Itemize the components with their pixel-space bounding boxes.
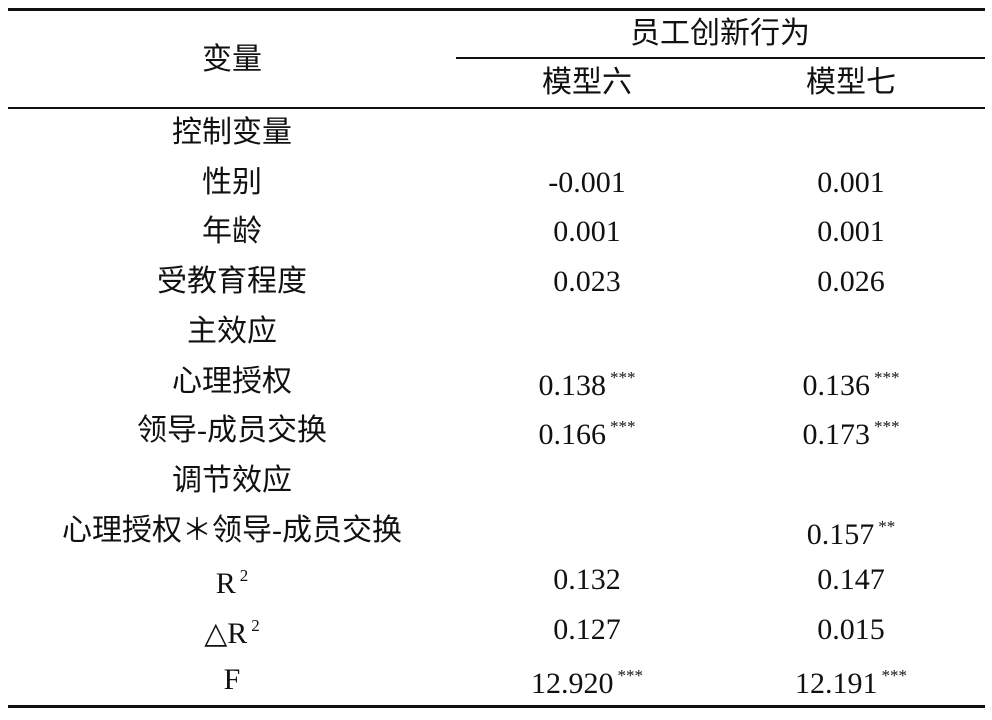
cell: 0.023 (553, 264, 621, 300)
cell: 0.147 (817, 562, 885, 598)
cell-value: 0.023 (553, 265, 621, 299)
row-label-text: F (223, 662, 241, 696)
cell: 0.138 *** (539, 360, 636, 404)
cell-value: 0.001 (817, 165, 885, 199)
cell: 12.191 *** (795, 658, 907, 702)
row-label: 调节效应 (172, 463, 292, 499)
cell-value: -0.001 (548, 165, 626, 199)
cell: 0.001 (817, 165, 885, 201)
row-label: 主效应 (187, 314, 277, 350)
cell: 0.132 (553, 562, 621, 598)
row-label-text: 受教育程度 (157, 265, 307, 299)
bottom-rule (8, 705, 985, 708)
header-variable: 变量 (202, 43, 262, 76)
cell-value: 0.127 (553, 613, 621, 646)
cell: 0.157 ** (807, 509, 896, 553)
header-group: 员工创新行为 (630, 17, 810, 50)
row-label-sup: 2 (251, 616, 260, 635)
significance: ** (878, 516, 896, 536)
row-label: 控制变量 (172, 115, 292, 151)
row-label: 心理授权 (172, 364, 292, 400)
cell: 12.920 *** (531, 658, 643, 702)
row-label: 性别 (202, 165, 262, 201)
group-rule (456, 57, 985, 59)
row-label: △R 2 (204, 608, 260, 652)
top-rule (8, 8, 985, 11)
cell-value: 0.136 (802, 368, 871, 402)
cell: 0.173 *** (803, 409, 900, 453)
cell: 0.001 (817, 214, 885, 250)
row-label-text: 主效应 (187, 314, 277, 348)
cell-value: 0.026 (817, 265, 885, 299)
cell: 0.136 *** (803, 360, 900, 404)
cell-value: 12.191 (795, 666, 878, 700)
row-label-text: 心理授权＊领导-成员交换 (62, 513, 402, 547)
cell-value: 0.132 (553, 563, 621, 597)
row-label: 受教育程度 (157, 264, 307, 300)
row-label-text: R (215, 567, 236, 601)
cell: -0.001 (548, 165, 626, 201)
row-label-sup: 2 (239, 566, 249, 586)
cell: 0.127 (553, 612, 621, 648)
cell-value: 0.166 (538, 418, 607, 452)
significance: *** (874, 367, 900, 387)
row-label-text: 年龄 (202, 215, 262, 249)
significance: *** (610, 367, 636, 387)
cell-value: 0.138 (538, 368, 607, 402)
significance: *** (881, 665, 908, 685)
cell-value: 0.015 (817, 613, 885, 646)
row-label: F (224, 662, 241, 698)
cell-value: 0.173 (802, 418, 871, 452)
header-column: 模型六 (542, 66, 632, 99)
row-label: 领导-成员交换 (137, 413, 327, 449)
significance: *** (617, 665, 644, 685)
row-label: 心理授权＊领导-成员交换 (62, 513, 402, 549)
cell-value: 0.157 (806, 517, 875, 551)
header-rule (8, 107, 985, 109)
row-label-text: 领导-成员交换 (137, 414, 327, 448)
significance: *** (874, 417, 900, 437)
cell-value: 12.920 (531, 666, 614, 700)
cell-value: 0.001 (553, 215, 621, 249)
cell-value: 0.147 (817, 563, 885, 597)
cell: 0.166 *** (539, 409, 636, 453)
cell: 0.001 (553, 214, 621, 250)
cell-value: 0.001 (817, 215, 885, 249)
row-label-text: 心理授权 (172, 364, 292, 398)
header-column: 模型七 (806, 66, 896, 99)
significance: *** (610, 417, 636, 437)
cell: 0.015 (817, 612, 885, 648)
row-label-text: 调节效应 (172, 463, 292, 497)
row-label-text: 控制变量 (172, 116, 292, 149)
cell: 0.026 (817, 264, 885, 300)
row-label: 年龄 (202, 214, 262, 250)
row-label-text: 性别 (202, 165, 262, 199)
row-label-text: △R (204, 617, 248, 650)
